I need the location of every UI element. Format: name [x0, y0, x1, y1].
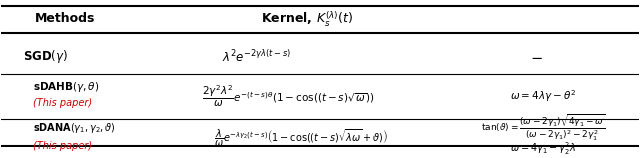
Text: $\mathbf{SGD}(\gamma)$: $\mathbf{SGD}(\gamma)$ — [24, 48, 68, 65]
Text: (This paper): (This paper) — [33, 140, 92, 151]
Text: $-$: $-$ — [531, 49, 543, 64]
Text: $\tan(\vartheta) = \dfrac{(\omega-2\gamma_1)\sqrt{4\gamma_1-\omega}}{(\omega-2\g: $\tan(\vartheta) = \dfrac{(\omega-2\gamm… — [481, 113, 605, 143]
Text: $\omega = 4\gamma_1 - \gamma_2^2\lambda$: $\omega = 4\gamma_1 - \gamma_2^2\lambda$ — [510, 140, 576, 157]
Text: Methods: Methods — [35, 12, 95, 25]
Text: $\dfrac{2\gamma^2\lambda^2}{\omega}e^{-(t-s)\theta}(1-\cos((t-s)\sqrt{\omega}))$: $\dfrac{2\gamma^2\lambda^2}{\omega}e^{-(… — [202, 84, 374, 109]
Text: $\dfrac{\lambda}{\omega}e^{-\lambda\gamma_2(t-s)}\left(1-\cos((t-s)\sqrt{\lambda: $\dfrac{\lambda}{\omega}e^{-\lambda\gamm… — [214, 128, 388, 149]
Text: $\mathbf{sDAHB}(\gamma,\theta)$: $\mathbf{sDAHB}(\gamma,\theta)$ — [33, 80, 100, 94]
Text: $\omega = 4\lambda\gamma - \theta^2$: $\omega = 4\lambda\gamma - \theta^2$ — [510, 88, 576, 104]
Text: Kernel, $K_s^{(\lambda)}(t)$: Kernel, $K_s^{(\lambda)}(t)$ — [261, 9, 353, 29]
Text: (This paper): (This paper) — [33, 98, 92, 108]
Text: $\lambda^2 e^{-2\gamma\lambda(t-s)}$: $\lambda^2 e^{-2\gamma\lambda(t-s)}$ — [222, 49, 291, 65]
Text: $\mathbf{sDANA}(\gamma_1,\gamma_2,\vartheta)$: $\mathbf{sDANA}(\gamma_1,\gamma_2,\varth… — [33, 121, 116, 135]
